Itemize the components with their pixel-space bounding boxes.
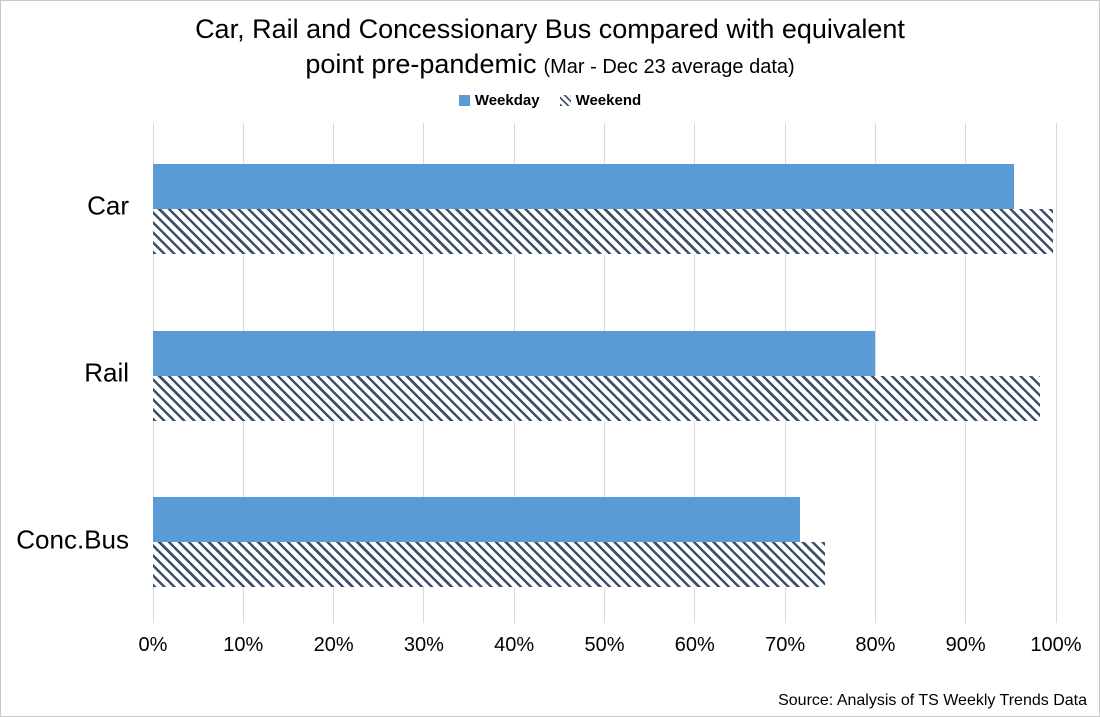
gridline-80 bbox=[874, 123, 876, 623]
x-tick-label-40: 40% bbox=[494, 634, 535, 656]
x-tick-label-80: 80% bbox=[855, 634, 896, 656]
legend-label-weekday: Weekday bbox=[474, 92, 540, 109]
category-label-rail: Rail bbox=[84, 357, 129, 388]
source-note: Source: Analysis of TS Weekly Trends Dat… bbox=[778, 692, 1087, 709]
x-axis-labels: 0% 10% 20% 30% 40% 50% 60% 70% 80% 90% 100% bbox=[139, 634, 1082, 660]
x-tick-label-20: 20% bbox=[313, 634, 354, 656]
x-tick-label-100: 100% bbox=[1030, 634, 1082, 656]
bar-conc-bus-weekend bbox=[153, 542, 825, 588]
x-tick-label-70: 70% bbox=[765, 634, 806, 656]
legend-label-weekend: Weekend bbox=[575, 92, 642, 109]
x-tick-label-30: 30% bbox=[403, 634, 444, 656]
x-tick-label-10: 10% bbox=[223, 634, 264, 656]
chart-title: Car, Rail and Concessionary Bus compared… bbox=[1, 11, 1099, 84]
x-tick-label-50: 50% bbox=[584, 634, 625, 656]
gridline-100 bbox=[1055, 123, 1057, 623]
category-label-conc-bus: Conc.Bus bbox=[16, 524, 129, 555]
bar-rail-weekday bbox=[153, 330, 876, 376]
bar-rail-weekend bbox=[153, 375, 1040, 421]
chart-title-line1: Car, Rail and Concessionary Bus compared… bbox=[195, 14, 905, 44]
bar-conc-bus-weekday bbox=[153, 497, 800, 543]
plot-area bbox=[152, 123, 1057, 623]
legend: Weekday Weekend bbox=[1, 92, 1099, 109]
legend-item-weekend: Weekend bbox=[559, 92, 642, 109]
gridline-90 bbox=[965, 123, 967, 623]
legend-item-weekday: Weekday bbox=[458, 92, 540, 109]
y-axis-labels: Car Rail Conc.Bus bbox=[1, 123, 141, 623]
chart-title-line2-main: point pre-pandemic bbox=[305, 49, 537, 79]
x-tick-label-60: 60% bbox=[674, 634, 715, 656]
chart-title-line2: point pre-pandemic (Mar - Dec 23 average … bbox=[1, 47, 1099, 84]
weekend-swatch-icon bbox=[559, 95, 571, 106]
x-tick-label-90: 90% bbox=[945, 634, 986, 656]
weekday-swatch-icon bbox=[458, 95, 470, 106]
bar-car-weekday bbox=[153, 164, 1014, 209]
category-label-car: Car bbox=[87, 190, 129, 221]
chart-title-note: (Mar - Dec 23 average data) bbox=[543, 56, 795, 78]
bar-car-weekend bbox=[153, 209, 1054, 254]
x-tick-label-0: 0% bbox=[138, 634, 168, 656]
